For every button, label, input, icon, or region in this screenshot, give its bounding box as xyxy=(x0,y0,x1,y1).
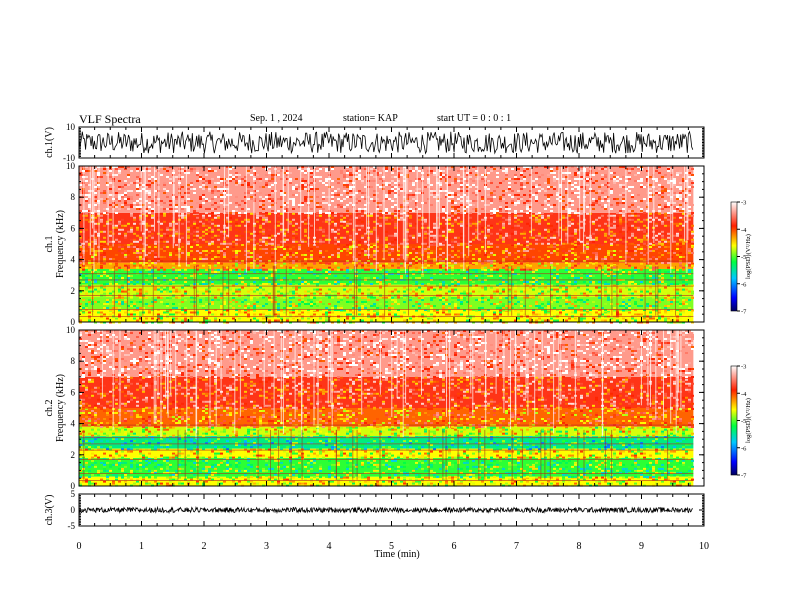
colorbar xyxy=(730,365,738,476)
colorbar-tick-label: -4 xyxy=(741,391,747,398)
colorbar-label: log(PSD)(V²/Hz) xyxy=(745,234,752,279)
x-tick-label: 4 xyxy=(327,541,332,552)
x-tick-label: 1 xyxy=(139,541,144,552)
y-tick-label: 0 xyxy=(71,317,76,327)
y-tick-label: 8 xyxy=(71,192,76,202)
y-tick-label: 4 xyxy=(71,419,76,429)
ch1-waveform-panel: 10 -10 ch.1(V) xyxy=(44,122,705,163)
y-tick-label: 0 xyxy=(71,505,76,515)
ch1-spectrogram-panel: 0 2 4 6 8 10 ch.1 Frequency (kHz) xyxy=(44,161,705,327)
x-tick-label: 10 xyxy=(699,541,709,552)
colorbar xyxy=(730,201,738,312)
x-tick-label: 6 xyxy=(452,541,457,552)
waveform-trace xyxy=(78,130,694,155)
y-tick-label: 4 xyxy=(71,255,76,265)
start-ut-label: start UT = 0 : 0 : 1 xyxy=(437,113,512,124)
sferic-streaks xyxy=(79,330,694,482)
y-tick-label: 8 xyxy=(71,356,76,366)
y-axis-label: Frequency (kHz) xyxy=(55,374,66,442)
x-tick-label: 9 xyxy=(639,541,644,552)
colorbar-tick-label: -6 xyxy=(741,281,747,288)
y-tick-label: 0 xyxy=(71,481,76,491)
y-tick-label: -10 xyxy=(63,153,75,163)
colorbar-tick-label: -4 xyxy=(741,227,747,234)
colorbar-tick-label: -3 xyxy=(741,364,746,371)
y-axis-label: ch.3(V) xyxy=(44,495,55,526)
x-axis: Time (min) 0 1 2 3 4 5 6 7 8 9 10 xyxy=(77,541,710,560)
y-tick-label: 2 xyxy=(71,450,76,460)
y-tick-label: 6 xyxy=(71,223,76,233)
colorbar-tick-label: -6 xyxy=(741,445,747,452)
x-axis-label: Time (min) xyxy=(374,549,419,560)
y-axis-label: Frequency (kHz) xyxy=(55,210,66,278)
colorbar-tick-label: -5 xyxy=(741,418,746,425)
y-tick-label: 2 xyxy=(71,286,76,296)
spectrogram-band xyxy=(79,476,694,486)
y-axis-label: ch.1(V) xyxy=(44,127,55,158)
x-tick-label: 7 xyxy=(514,541,519,552)
x-tick-label: 0 xyxy=(77,541,82,552)
colorbar-tick-label: -5 xyxy=(741,254,746,261)
date-label: Sep. 1 , 2024 xyxy=(250,113,303,124)
y-tick-label: 10 xyxy=(66,161,76,171)
y-tick-label: 10 xyxy=(66,122,76,132)
plot-title: VLF Spectra xyxy=(79,112,141,126)
ch3-waveform-panel: 5 0 -5 ch.3(V) xyxy=(44,489,705,531)
colorbar-tick-label: -3 xyxy=(741,200,746,207)
spectrogram-band xyxy=(79,262,694,269)
x-tick-label: 2 xyxy=(202,541,207,552)
y-tick-label: 6 xyxy=(71,387,76,397)
y-tick-label: -5 xyxy=(68,521,76,531)
colorbar-tick-label: -7 xyxy=(741,309,747,316)
x-tick-label: 5 xyxy=(389,541,394,552)
colorbars: -3 -4 -5 -6 -7 log(PSD)(V²/Hz) -3 -4 -5 -6 -7 log(P… xyxy=(730,200,752,480)
x-tick-label: 3 xyxy=(264,541,269,552)
ch2-spectrogram-panel: 0 2 4 6 8 10 ch.2 Frequency (kHz) xyxy=(44,325,705,491)
spectrogram-texture xyxy=(79,166,694,324)
y-tick-label: 5 xyxy=(71,489,76,499)
sferic-streaks xyxy=(79,166,694,318)
y-tick-label: 10 xyxy=(66,325,76,335)
y-axis-label: ch.2 xyxy=(44,400,55,417)
colorbar-tick-label: -7 xyxy=(741,473,747,480)
station-label: station= KAP xyxy=(343,113,398,124)
colorbar-label: log(PSD)(V²/Hz) xyxy=(745,398,752,443)
waveform-trace xyxy=(78,505,693,514)
x-tick-label: 8 xyxy=(577,541,582,552)
spectrogram-band xyxy=(79,426,694,437)
y-axis-label: ch.1 xyxy=(44,236,55,253)
spectrogram-band xyxy=(79,457,694,477)
